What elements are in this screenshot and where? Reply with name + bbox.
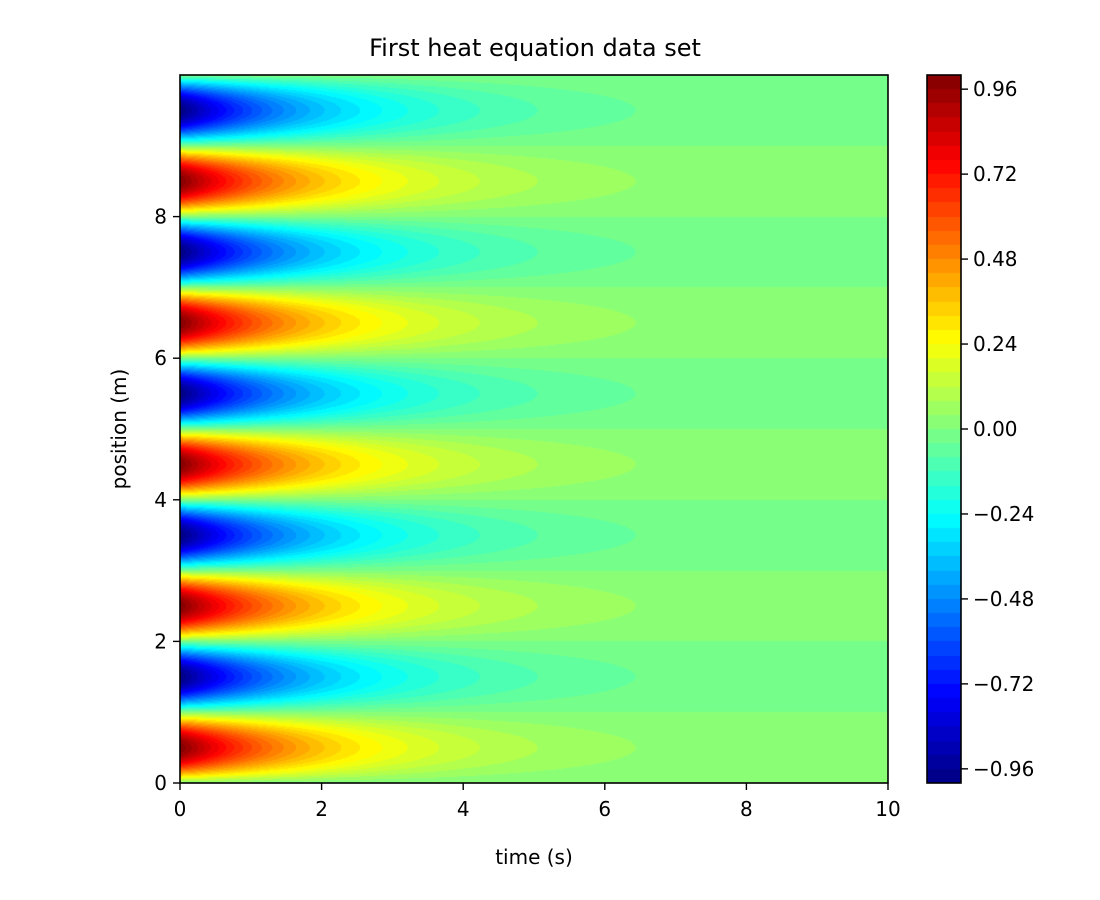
x-tick-label: 2 [315,797,328,821]
y-tick-label: 6 [154,346,167,370]
x-tick-label: 0 [174,797,187,821]
plot-frame [179,74,889,784]
x-axis: 0 2 4 6 8 10 [174,783,901,821]
colorbar-tick-label: −0.24 [973,502,1034,526]
x-tick-label: 10 [875,797,900,821]
x-axis-title: time (s) [495,845,573,869]
y-axis: 0 2 4 6 8 [154,205,180,795]
chart-title: First heat equation data set [369,34,701,62]
colorbar-tick-label: 0.72 [973,162,1018,186]
heatmap-plot-area [179,74,889,784]
colorbar: −0.96 −0.72 −0.48 −0.24 0.00 0.24 0.48 0.72 0.96 [926,74,1034,784]
y-tick-label: 8 [154,205,167,229]
colorbar-tick-label: −0.48 [973,587,1034,611]
colorbar-canvas [927,75,961,783]
x-tick-label: 4 [457,797,470,821]
y-axis-title: position (m) [107,369,131,490]
x-tick-label: 8 [740,797,753,821]
y-tick-label: 2 [154,629,167,653]
y-tick-label: 4 [154,488,167,512]
colorbar-tick-label: 0.48 [973,247,1018,271]
colorbar-tick-label: 0.00 [973,417,1018,441]
colorbar-tick-label: −0.72 [973,672,1034,696]
colorbar-ticks: −0.96 −0.72 −0.48 −0.24 0.00 0.24 0.48 0.72 0.96 [961,77,1034,781]
heatmap-canvas [180,75,888,783]
colorbar-tick-label: 0.24 [973,332,1018,356]
y-tick-label: 0 [154,771,167,795]
colorbar-tick-label: 0.96 [973,77,1018,101]
colorbar-tick-label: −0.96 [973,757,1034,781]
x-tick-label: 6 [598,797,611,821]
